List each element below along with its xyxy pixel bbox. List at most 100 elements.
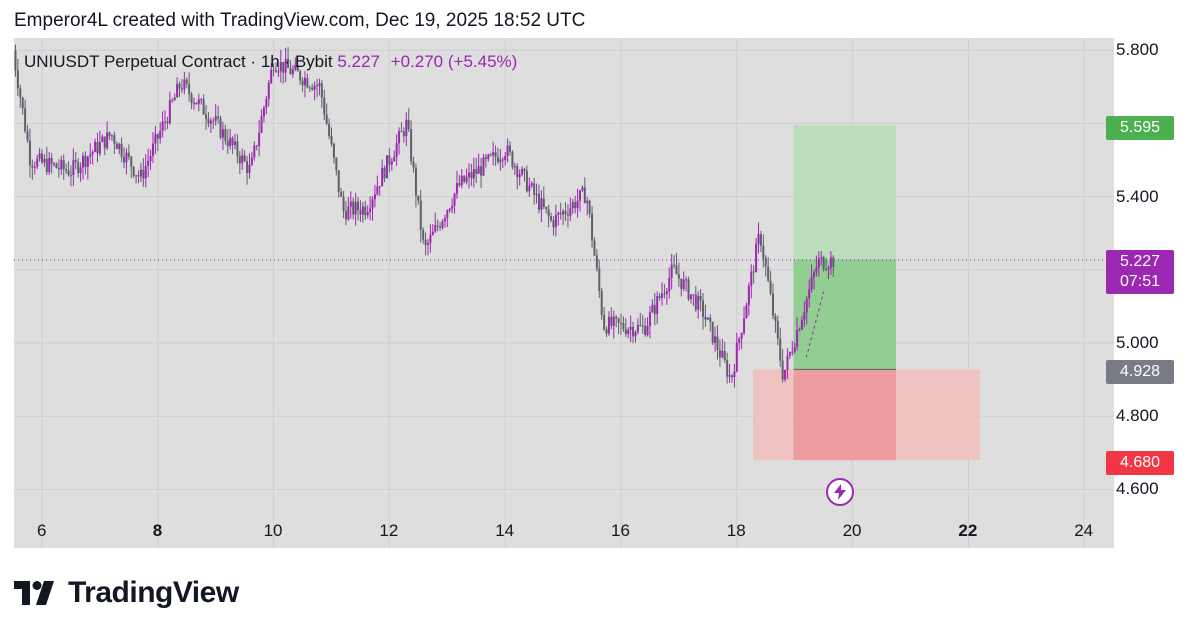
candle-body bbox=[171, 100, 174, 102]
time-axis-label: 6 bbox=[37, 521, 47, 540]
candle-body bbox=[207, 119, 210, 124]
candle-body bbox=[412, 161, 415, 168]
candle-body bbox=[492, 152, 495, 155]
candle-body bbox=[779, 338, 782, 361]
candle-body bbox=[832, 257, 835, 267]
price-axis-label: 4.800 bbox=[1116, 406, 1159, 426]
candle-body bbox=[120, 143, 123, 157]
candle-body bbox=[810, 276, 813, 290]
candle-body bbox=[692, 294, 695, 296]
candle-body bbox=[429, 235, 432, 244]
candle-body bbox=[475, 169, 478, 174]
candle-body bbox=[125, 152, 128, 163]
candle-body bbox=[127, 152, 130, 157]
candle-body bbox=[545, 206, 548, 210]
entry-price-badge: 4.928 bbox=[1106, 360, 1174, 384]
candle-body bbox=[581, 187, 584, 191]
candle-body bbox=[378, 186, 381, 188]
candle-body bbox=[591, 213, 594, 241]
candle-body bbox=[123, 156, 126, 163]
candle-body bbox=[453, 193, 456, 206]
candle-body bbox=[361, 206, 364, 215]
candle-body bbox=[557, 213, 560, 215]
price-axis-label: 4.600 bbox=[1116, 479, 1159, 499]
candle-body bbox=[629, 326, 632, 330]
time-axis-label: 16 bbox=[611, 521, 630, 540]
candle-body bbox=[451, 205, 454, 209]
candle-body bbox=[709, 317, 712, 322]
candle-body bbox=[639, 324, 642, 326]
candle-body bbox=[656, 296, 659, 315]
candle-body bbox=[668, 278, 671, 292]
candle-body bbox=[357, 201, 360, 211]
candle-body bbox=[813, 272, 815, 277]
candle-body bbox=[586, 200, 589, 204]
candle-body bbox=[685, 279, 688, 281]
candle-body bbox=[682, 279, 685, 289]
projection-line bbox=[805, 291, 825, 358]
candle-body bbox=[513, 166, 516, 168]
candle-body bbox=[57, 167, 60, 170]
candle-body bbox=[26, 131, 29, 141]
candle-body bbox=[728, 375, 731, 377]
candle-body bbox=[487, 154, 490, 160]
candle-body bbox=[354, 201, 357, 215]
candle-body bbox=[472, 169, 475, 179]
candle-body bbox=[699, 295, 702, 301]
candle-body bbox=[390, 161, 393, 165]
symbol-name[interactable]: UNIUSDT Perpetual Contract · 1h · Bybit bbox=[24, 52, 333, 71]
candle-body bbox=[241, 155, 244, 164]
candle-countdown: 07:51 bbox=[1119, 273, 1161, 290]
candle-body bbox=[106, 132, 109, 149]
candle-body bbox=[431, 231, 434, 236]
candle-body bbox=[79, 167, 82, 174]
candle-body bbox=[622, 322, 625, 330]
candle-body bbox=[74, 160, 77, 163]
candle-body bbox=[817, 258, 820, 268]
chart-area[interactable]: UNIUSDT Perpetual Contract · 1h · Bybit … bbox=[14, 38, 1114, 548]
candle-body bbox=[192, 102, 195, 104]
candle-body bbox=[494, 152, 497, 158]
candle-body bbox=[371, 199, 374, 209]
candle-body bbox=[142, 169, 145, 179]
candle-body bbox=[769, 280, 772, 294]
lightning-bolt-icon[interactable] bbox=[826, 478, 854, 506]
candle-body bbox=[308, 87, 311, 89]
tradingview-logo[interactable]: TradingView bbox=[14, 576, 239, 610]
candle-body bbox=[82, 155, 85, 168]
candle-body bbox=[393, 156, 396, 162]
candle-body bbox=[48, 158, 51, 173]
candle-body bbox=[620, 322, 622, 324]
candle-body bbox=[434, 225, 437, 232]
candle-body bbox=[470, 172, 473, 179]
candle-body bbox=[632, 326, 635, 337]
candle-body bbox=[677, 274, 680, 279]
candle-body bbox=[528, 185, 531, 192]
time-axis-label: 18 bbox=[726, 521, 746, 540]
candle-body bbox=[313, 85, 316, 90]
candle-body bbox=[740, 333, 743, 339]
symbol-change: +0.270 (+5.45%) bbox=[390, 52, 518, 71]
candle-body bbox=[603, 314, 606, 330]
candle-body bbox=[349, 201, 352, 207]
candle-body bbox=[282, 62, 285, 73]
candle-body bbox=[166, 121, 169, 124]
candle-body bbox=[767, 266, 770, 281]
candle-body bbox=[407, 119, 410, 130]
candle-body bbox=[448, 208, 451, 211]
candle-body bbox=[296, 64, 299, 72]
candle-body bbox=[291, 69, 294, 75]
candle-body bbox=[504, 155, 507, 161]
candle-body bbox=[641, 325, 644, 327]
candle-body bbox=[323, 97, 326, 115]
candle-body bbox=[330, 136, 333, 144]
price-chart[interactable] bbox=[14, 38, 1114, 548]
candle-body bbox=[439, 226, 442, 228]
time-axis-label: 22 bbox=[958, 521, 978, 540]
candle-body bbox=[202, 99, 205, 115]
candle-body bbox=[829, 257, 832, 269]
candle-body bbox=[229, 137, 232, 147]
candle-body bbox=[388, 155, 391, 165]
candle-body bbox=[287, 58, 290, 68]
candle-body bbox=[221, 129, 224, 138]
